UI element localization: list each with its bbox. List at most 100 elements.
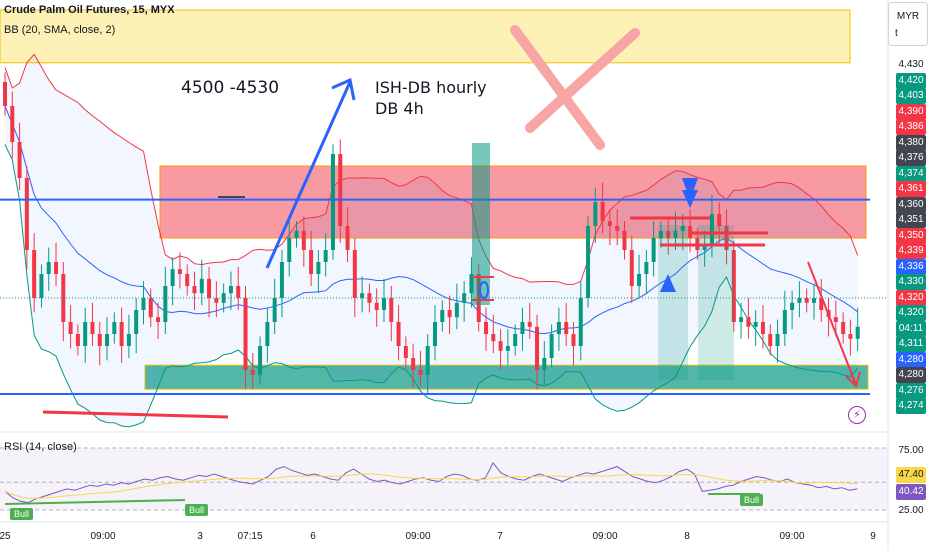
price-axis-label: 4,351 [896,212,926,228]
candle-body [433,322,437,346]
pattern-annotation-4h[interactable]: DB 4h [375,99,424,118]
bb-upper-band [4,53,859,285]
candle-body [214,298,219,303]
resistance-zone [159,165,867,239]
candle-body [746,317,751,327]
candle-body [39,274,44,298]
candle-body [775,334,780,346]
pattern-annotation-hourly[interactable]: ISH-DB hourly [375,78,487,97]
candle-body [199,278,204,294]
candle-body [549,334,554,358]
candle-body [607,221,612,226]
candle-body [338,154,343,226]
candle-body [658,230,663,238]
price-axis-label: 4,320 [896,305,926,321]
price-axis-label: 4,420 [896,72,926,89]
time-axis-label: 8 [684,531,690,542]
candle-body [301,230,306,250]
chart-title: Crude Palm Oil Futures, 15, MYX [4,4,175,16]
candle-body [352,250,357,298]
rsi-axis-label: 75.00 [896,443,926,459]
candle-body [32,250,37,298]
time-axis-label: 09:00 [592,531,618,542]
candle-body [586,226,591,298]
candle-body [192,286,197,294]
candle-body [272,298,277,322]
price-axis-label: 4,376 [896,150,926,166]
candle-body [520,322,525,334]
time-axis-label: 07:15 [237,531,263,542]
price-axis-label: 4,386 [896,119,926,135]
projection-arrow-head [331,77,356,101]
candle-body [535,326,540,370]
candle-body [542,358,547,370]
candle-body [294,230,299,238]
candle-body [811,298,816,303]
rsi-ma-line [4,473,858,499]
candle-body [279,262,284,298]
candle-body [330,154,335,250]
candle-body [782,310,787,334]
candle-body [381,298,386,310]
rsi-axis-label: 25.00 [896,503,926,519]
target-annotation[interactable]: 4500 -4530 [181,78,280,98]
candle-body [615,226,620,231]
circle-marker [479,281,489,299]
candle-body [105,334,110,346]
rsi-indicator-label[interactable]: RSI (14, close) [4,441,77,453]
candle-body [97,334,102,346]
candle-body [833,317,838,322]
time-axis-label: 6 [310,531,316,542]
price-axis-label: 4,360 [896,196,926,213]
price-axis-label: 4,430 [896,57,926,73]
candle-body [126,334,131,346]
candle-body [177,269,182,274]
time-axis-label: 09:00 [779,531,805,542]
rsi-axis-label: 40.42 [896,484,926,500]
rsi-bull-label: Bull [10,508,34,520]
candle-body [469,274,474,294]
candle-body [491,334,496,342]
candle-body [46,262,51,274]
currency-label: MYR [896,11,920,22]
candle-body [316,262,321,274]
arrow-up-marker [660,274,676,292]
cross-mark [525,28,640,133]
rsi-line [4,461,858,504]
down-arrow [807,261,857,386]
candle-body [345,226,350,250]
candle-body [462,293,467,303]
candle-body [250,370,255,375]
candle-body [265,322,270,346]
time-axis-label: 09:00 [90,531,116,542]
candle-body [790,302,795,310]
candle-body [323,250,328,262]
candle-body [841,322,846,334]
candle-body [717,214,722,226]
alert-lightning-icon[interactable]: ⚡ [848,406,866,424]
candle-body [418,370,423,375]
candle-body [207,278,212,298]
candle-body [804,298,809,303]
candle-body [484,322,489,334]
candle-body [68,322,73,334]
candle-body [411,358,416,370]
candle-body [505,346,510,351]
price-axis-label: 4,336 [896,258,926,275]
candle-body [731,250,736,322]
currency-selector[interactable]: MYR t [888,2,928,46]
price-axis-label: 04:11 [896,320,926,337]
candle-body [163,286,168,322]
support-zone [144,364,869,390]
target-zone [0,9,851,64]
candle-body [498,341,503,351]
candle-body [287,238,292,262]
candle-body [644,262,649,274]
price-axis-label: 4,280 [896,351,926,368]
price-axis-label: 4,330 [896,274,926,290]
candle-body [309,250,314,274]
bb-indicator-label[interactable]: BB (20, SMA, close, 2) [4,24,116,36]
time-axis-label: 9 [870,531,876,542]
highlight-bar [472,143,490,305]
